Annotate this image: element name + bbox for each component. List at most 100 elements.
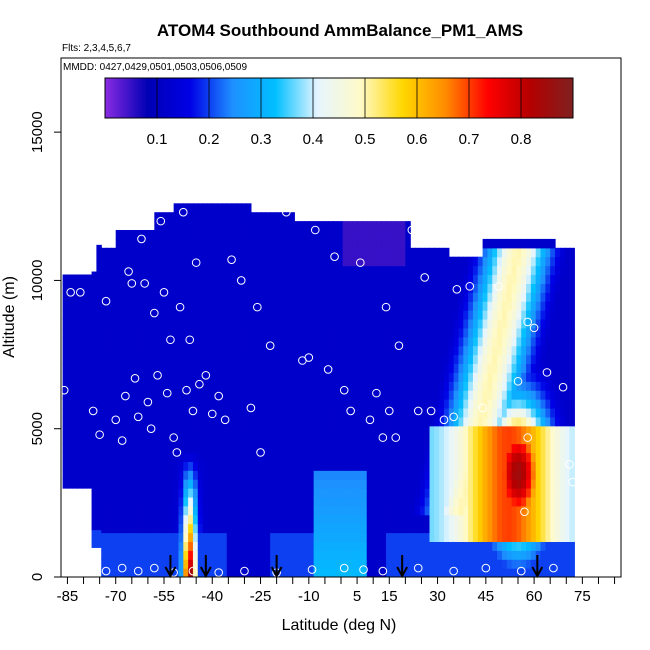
heatmap-cell: [371, 443, 378, 454]
heatmap-cell: [400, 550, 406, 560]
heatmap-cell: [477, 461, 484, 471]
heatmap-cell: [197, 238, 204, 249]
heatmap-cell: [463, 443, 469, 454]
heatmap-cell: [386, 265, 392, 276]
heatmap-cell: [419, 301, 426, 311]
heatmap-cell: [497, 390, 503, 400]
heatmap-cell: [400, 345, 406, 356]
heatmap-cell: [183, 443, 189, 454]
heatmap-cell: [115, 470, 122, 480]
heatmap-cell: [535, 541, 542, 551]
heatmap-cell: [342, 390, 349, 400]
heatmap-cell: [284, 452, 291, 462]
heatmap-cell: [477, 434, 484, 445]
heatmap-cell: [530, 399, 537, 409]
heatmap-cell: [192, 559, 199, 569]
heatmap-cell: [299, 363, 305, 373]
heatmap-cell: [188, 310, 194, 320]
heatmap-cell: [212, 274, 218, 284]
heatmap-cell: [405, 416, 411, 427]
heatmap-cell: [540, 479, 546, 489]
heatmap-cell: [159, 327, 165, 338]
heatmap-cell: [410, 327, 416, 338]
heatmap-cell: [395, 479, 402, 489]
heatmap-cell: [231, 568, 238, 577]
heatmap-cell: [550, 416, 556, 427]
heatmap-cell: [366, 318, 373, 329]
heatmap-cell: [400, 230, 406, 240]
heatmap-cell: [545, 407, 551, 418]
heatmap-cell: [352, 559, 358, 569]
heatmap-cell: [540, 301, 546, 311]
heatmap-cell: [255, 488, 262, 498]
heatmap-cell: [453, 256, 460, 267]
heatmap-cell: [569, 336, 575, 347]
heatmap-cell: [540, 327, 546, 338]
heatmap-cell: [337, 505, 344, 516]
heatmap-cell: [275, 318, 281, 329]
heatmap-cell: [221, 425, 228, 436]
x-tick-label: -55: [153, 588, 175, 605]
heatmap-cell: [77, 399, 83, 409]
heatmap-cell: [294, 345, 300, 356]
heatmap-cell: [347, 265, 353, 276]
heatmap-cell: [260, 416, 266, 427]
heatmap-cell: [424, 336, 431, 347]
heatmap-cell: [178, 301, 184, 311]
heatmap-cell: [328, 247, 334, 258]
sample-point: [516, 566, 526, 576]
heatmap-cell: [207, 230, 213, 240]
heatmap-cell: [569, 550, 575, 560]
heatmap-cell: [294, 327, 300, 338]
heatmap-cell: [328, 488, 334, 498]
heatmap-cell: [323, 292, 329, 302]
heatmap-cell: [246, 354, 252, 365]
heatmap-cell: [511, 434, 518, 445]
heatmap-cell: [188, 265, 194, 276]
heatmap-cell: [410, 256, 416, 267]
heatmap-cell: [555, 550, 561, 560]
heatmap-cell: [429, 505, 435, 516]
heatmap-cell: [511, 292, 518, 302]
heatmap-cell: [342, 425, 349, 436]
heatmap-cell: [443, 336, 450, 347]
heatmap-cell: [366, 496, 373, 507]
heatmap-cell: [371, 265, 378, 276]
heatmap-cell: [400, 559, 406, 569]
heatmap-cell: [371, 301, 378, 311]
heatmap-cell: [564, 345, 571, 356]
heatmap-cell: [77, 390, 83, 400]
heatmap-cell: [149, 488, 155, 498]
heatmap-cell: [545, 479, 551, 489]
heatmap-cell: [386, 274, 392, 284]
heatmap-cell: [453, 345, 460, 356]
heatmap-cell: [472, 407, 479, 418]
heatmap-cell: [289, 399, 295, 409]
heatmap-cell: [386, 230, 392, 240]
heatmap-cell: [289, 523, 295, 534]
heatmap-cell: [415, 532, 421, 543]
heatmap-cell: [448, 336, 455, 347]
heatmap-cell: [163, 301, 170, 311]
heatmap-cell: [429, 310, 435, 320]
heatmap-cell: [313, 434, 320, 445]
heatmap-cell: [144, 336, 151, 347]
heatmap-cell: [439, 274, 445, 284]
heatmap-cell: [192, 434, 199, 445]
heatmap-cell: [115, 425, 122, 436]
heatmap-cell: [497, 283, 503, 293]
heatmap-cell: [371, 247, 378, 258]
heatmap-cell: [207, 532, 213, 543]
chart-title: ATOM4 Southbound AmmBalance_PM1_AMS: [157, 21, 523, 40]
heatmap-cell: [91, 289, 98, 299]
heatmap-cell: [501, 381, 508, 391]
heatmap-cell: [91, 396, 98, 406]
heatmap-cell: [241, 550, 247, 560]
heatmap-cell: [429, 327, 435, 338]
heatmap-cell: [487, 354, 493, 365]
heatmap-cell: [207, 212, 213, 222]
heatmap-cell: [569, 488, 575, 498]
heatmap-cell: [386, 496, 392, 507]
heatmap-cell: [555, 532, 561, 543]
heatmap-cell: [106, 434, 112, 445]
